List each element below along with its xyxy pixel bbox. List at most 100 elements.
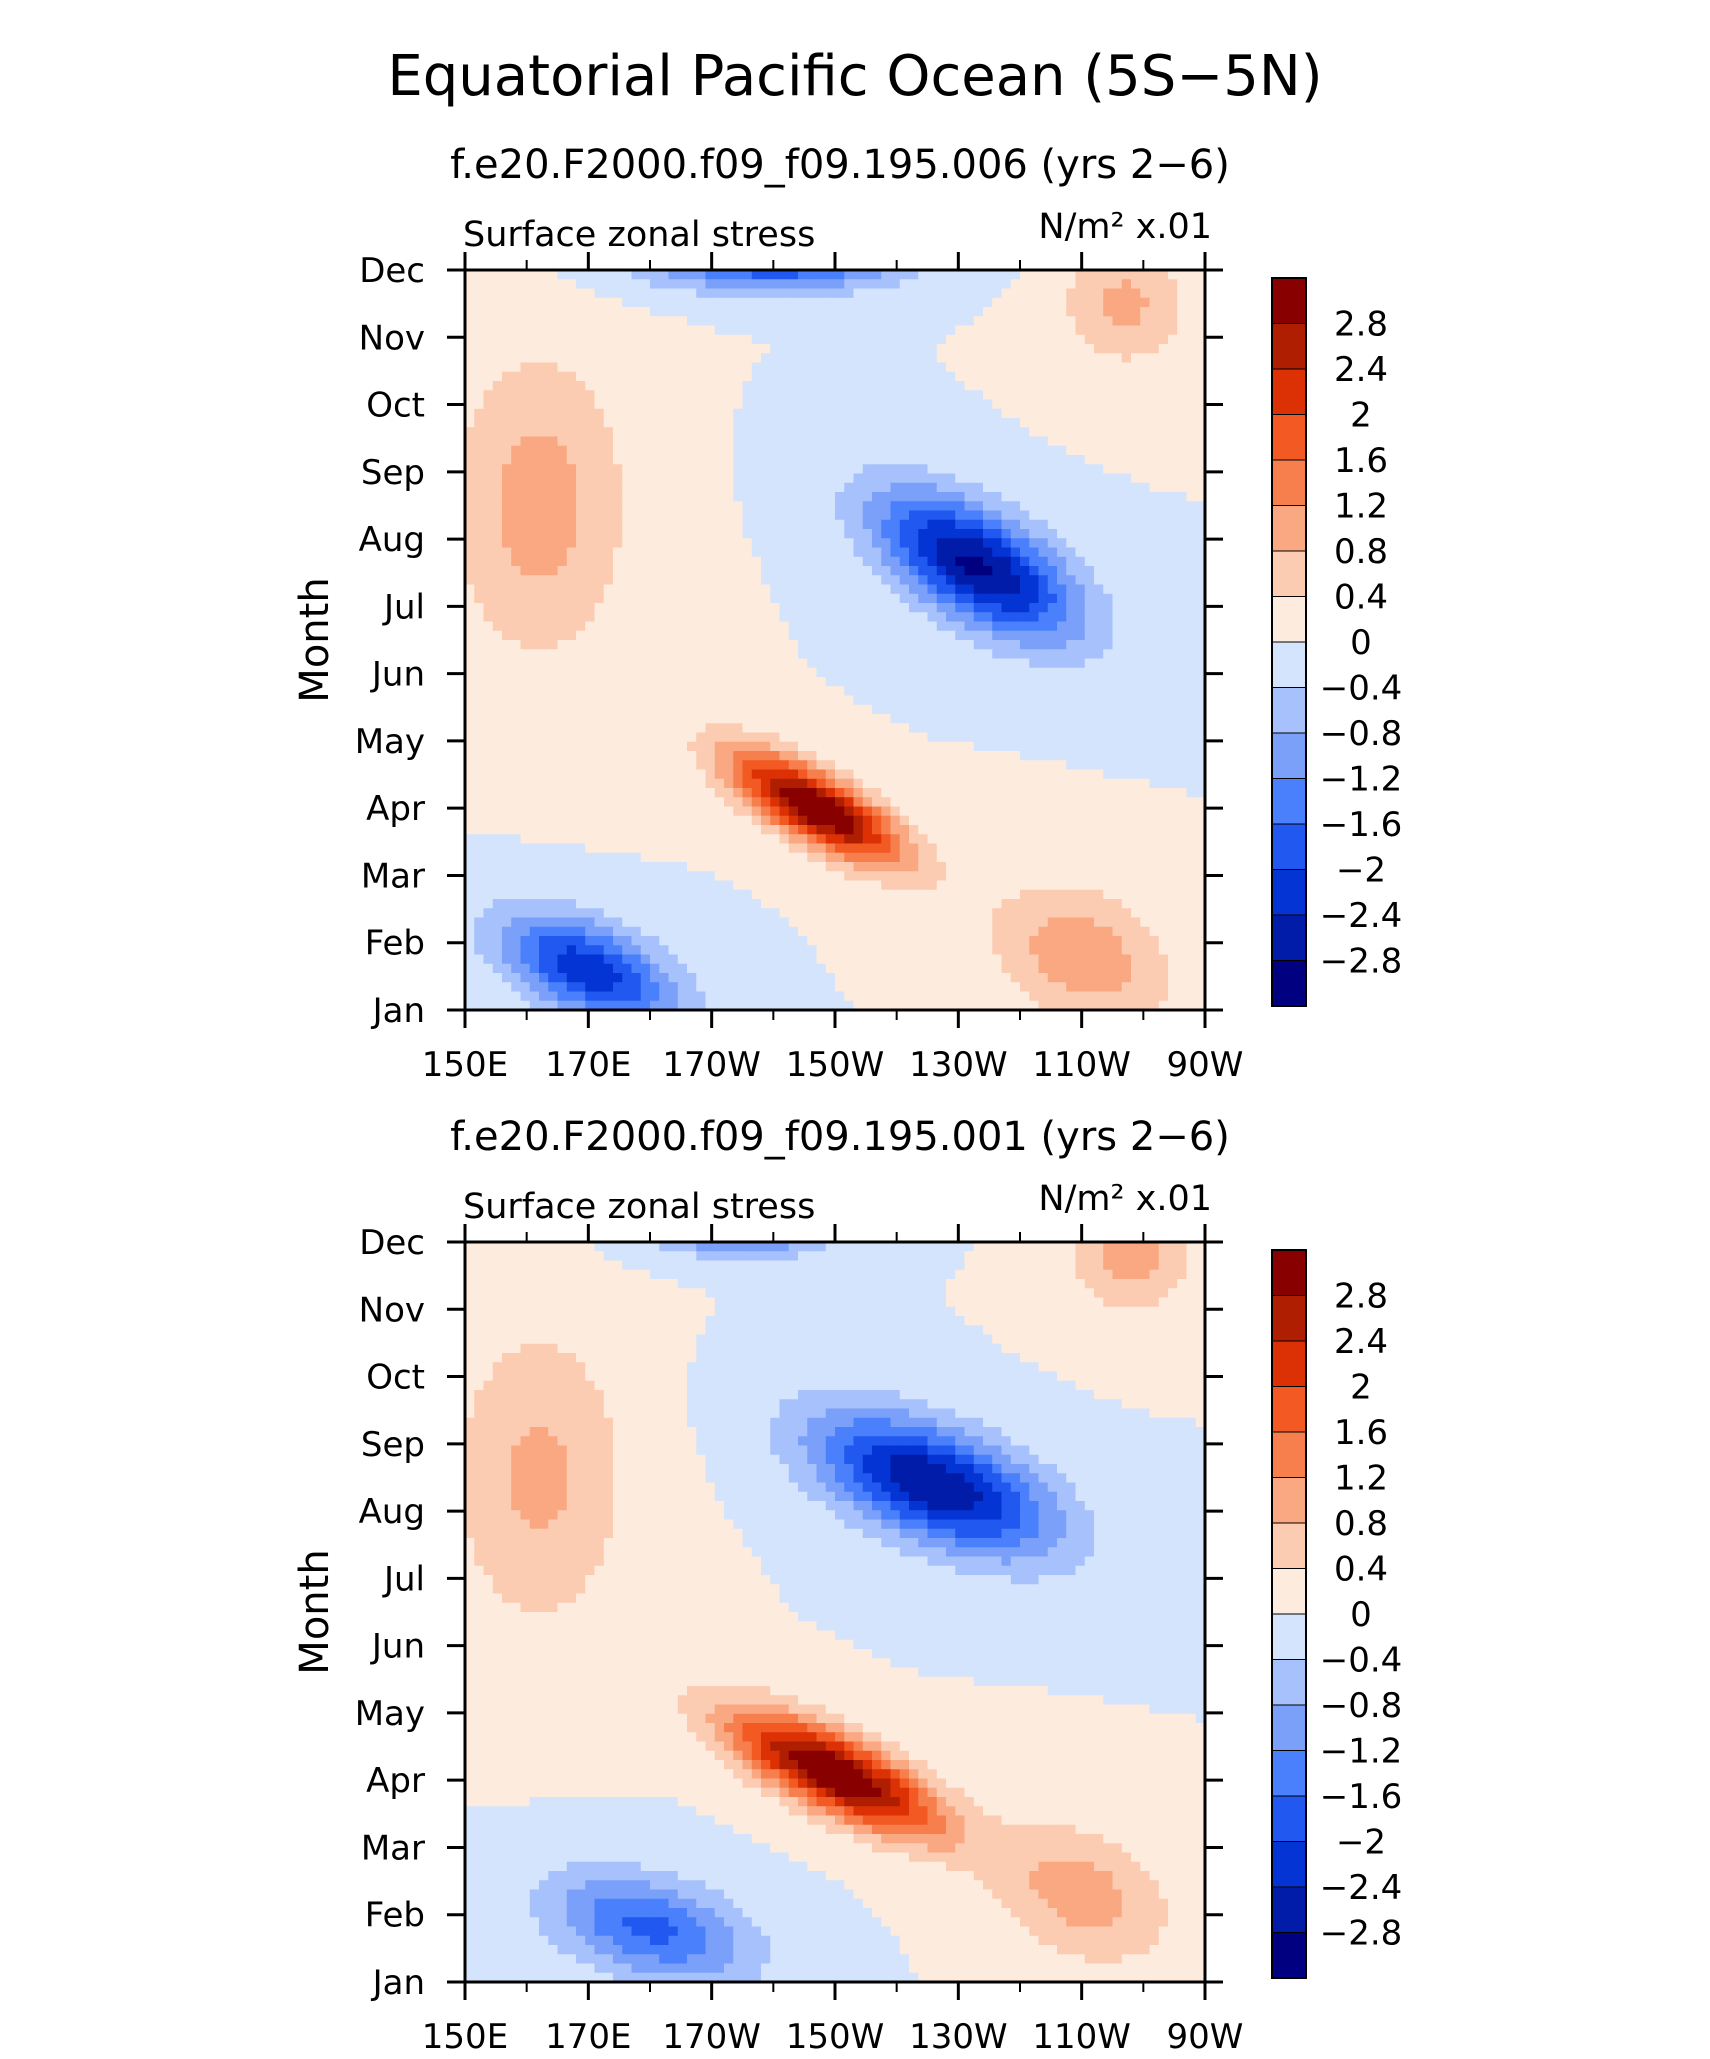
heatmap-cell xyxy=(909,325,919,336)
heatmap-cell xyxy=(862,529,873,539)
heatmap-cell xyxy=(548,658,559,669)
heatmap-cell xyxy=(631,547,642,558)
heatmap-cell xyxy=(511,843,522,854)
heatmap-cell xyxy=(1112,371,1123,382)
heatmap-cell xyxy=(1029,658,1040,669)
heatmap-cell xyxy=(640,686,651,697)
heatmap-cell xyxy=(622,344,633,354)
heatmap-cell xyxy=(1057,612,1067,623)
heatmap-cell xyxy=(779,658,790,669)
heatmap-cell xyxy=(631,760,642,771)
heatmap-cell xyxy=(1029,584,1040,595)
heatmap-cell xyxy=(955,806,966,817)
heatmap-cell xyxy=(936,288,947,299)
heatmap-cell xyxy=(1131,797,1141,808)
heatmap-cell xyxy=(511,334,522,345)
heatmap-cell xyxy=(465,362,475,373)
heatmap-cell xyxy=(724,325,734,336)
heatmap-cell xyxy=(779,270,790,280)
heatmap-cell xyxy=(640,677,651,687)
heatmap-cell xyxy=(844,455,855,465)
heatmap-cell xyxy=(622,612,633,623)
heatmap-cell xyxy=(1103,399,1114,410)
heatmap-cell xyxy=(492,667,503,678)
heatmap-cell xyxy=(566,427,577,438)
heatmap-cell xyxy=(733,843,744,854)
heatmap-cell xyxy=(539,371,549,382)
heatmap-cell xyxy=(807,760,818,771)
heatmap-cell xyxy=(724,473,734,484)
heatmap-cell xyxy=(520,501,531,512)
heatmap-cell xyxy=(1149,704,1160,715)
heatmap-cell xyxy=(557,473,568,484)
heatmap-cell xyxy=(474,769,485,780)
heatmap-cell xyxy=(1168,658,1178,669)
heatmap-cell xyxy=(640,825,651,835)
heatmap-cell xyxy=(1029,778,1040,789)
heatmap-cell xyxy=(779,834,790,845)
heatmap-cell xyxy=(687,390,697,401)
heatmap-cell xyxy=(687,501,697,512)
heatmap-cell xyxy=(983,279,993,290)
heatmap-cell xyxy=(576,344,586,354)
heatmap-cell xyxy=(1121,427,1132,438)
heatmap-cell xyxy=(862,621,873,632)
heatmap-cell xyxy=(1038,362,1049,373)
heatmap-cell xyxy=(1131,686,1141,697)
heatmap-cell xyxy=(742,714,753,724)
heatmap-cell xyxy=(816,473,827,484)
heatmap-cell xyxy=(1140,418,1151,428)
heatmap-cell xyxy=(779,714,790,724)
heatmap-cell xyxy=(770,714,781,724)
heatmap-cell xyxy=(474,473,485,484)
heatmap-cell xyxy=(492,307,503,317)
heatmap-cell xyxy=(835,390,845,401)
heatmap-cell xyxy=(705,566,716,576)
heatmap-cell xyxy=(761,288,771,299)
heatmap-cell xyxy=(520,381,531,391)
heatmap-cell xyxy=(502,612,512,623)
heatmap-cell xyxy=(946,806,956,817)
heatmap-cell xyxy=(1112,538,1123,549)
heatmap-cell xyxy=(1094,288,1104,299)
heatmap-cell xyxy=(1047,399,1058,410)
heatmap-cell xyxy=(825,316,836,327)
heatmap-cell xyxy=(594,815,605,826)
heatmap-cell xyxy=(1112,704,1123,715)
heatmap-cell xyxy=(742,510,753,521)
heatmap-cell xyxy=(1094,566,1104,576)
heatmap-cell xyxy=(1131,390,1141,401)
heatmap-cell xyxy=(1186,612,1197,623)
heatmap-cell xyxy=(816,334,827,345)
heatmap-cell xyxy=(742,538,753,549)
heatmap-cell xyxy=(492,501,503,512)
heatmap-cell xyxy=(992,695,1003,706)
heatmap-cell xyxy=(779,603,790,613)
heatmap-cell xyxy=(714,371,725,382)
heatmap-cell xyxy=(483,519,494,530)
heatmap-cell xyxy=(751,455,762,465)
heatmap-cell xyxy=(650,288,660,299)
heatmap-cell xyxy=(1047,455,1058,465)
heatmap-cell xyxy=(511,371,522,382)
heatmap-cell xyxy=(1047,806,1058,817)
heatmap-cell xyxy=(1186,408,1197,419)
heatmap-cell xyxy=(798,344,808,354)
heatmap-cell xyxy=(918,649,929,660)
heatmap-cell xyxy=(705,307,716,317)
heatmap-cell xyxy=(964,704,975,715)
heatmap-cell xyxy=(983,788,993,798)
heatmap-cell xyxy=(862,658,873,669)
heatmap-cell xyxy=(483,547,494,558)
heatmap-cell xyxy=(1075,815,1086,826)
heatmap-cell xyxy=(1168,445,1178,456)
heatmap-cell xyxy=(557,325,568,336)
heatmap-cell xyxy=(964,677,975,687)
heatmap-cell xyxy=(983,658,993,669)
heatmap-cell xyxy=(983,538,993,549)
heatmap-cell xyxy=(1140,371,1151,382)
heatmap-cell xyxy=(1094,408,1104,419)
heatmap-cell xyxy=(585,464,596,475)
heatmap-cell xyxy=(1084,834,1095,845)
heatmap-cell xyxy=(465,399,475,410)
